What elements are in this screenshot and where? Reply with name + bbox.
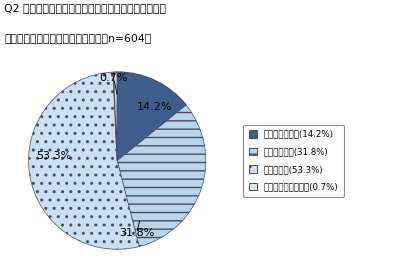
Wedge shape xyxy=(29,72,139,249)
Text: Q2 あなたは新型コロナウイルスの感染拡大で地方暮: Q2 あなたは新型コロナウイルスの感染拡大で地方暮 xyxy=(4,3,166,13)
Text: 0.7%: 0.7% xyxy=(99,73,128,83)
Wedge shape xyxy=(117,105,206,247)
Text: 14.2%: 14.2% xyxy=(137,102,172,112)
Text: 31.8%: 31.8% xyxy=(119,228,154,238)
Legend: とても高まった(14.2%), やや高まった(31.8%), 変わらない(53.3%), その他（自由回答）(0.7%): とても高まった(14.2%), やや高まった(31.8%), 変わらない(53.… xyxy=(243,125,344,197)
Wedge shape xyxy=(113,72,117,161)
Text: 53.3%: 53.3% xyxy=(36,151,71,161)
Text: らしへの関心が高まりましたか？（n=604）: らしへの関心が高まりましたか？（n=604） xyxy=(4,33,151,43)
Wedge shape xyxy=(117,72,186,161)
